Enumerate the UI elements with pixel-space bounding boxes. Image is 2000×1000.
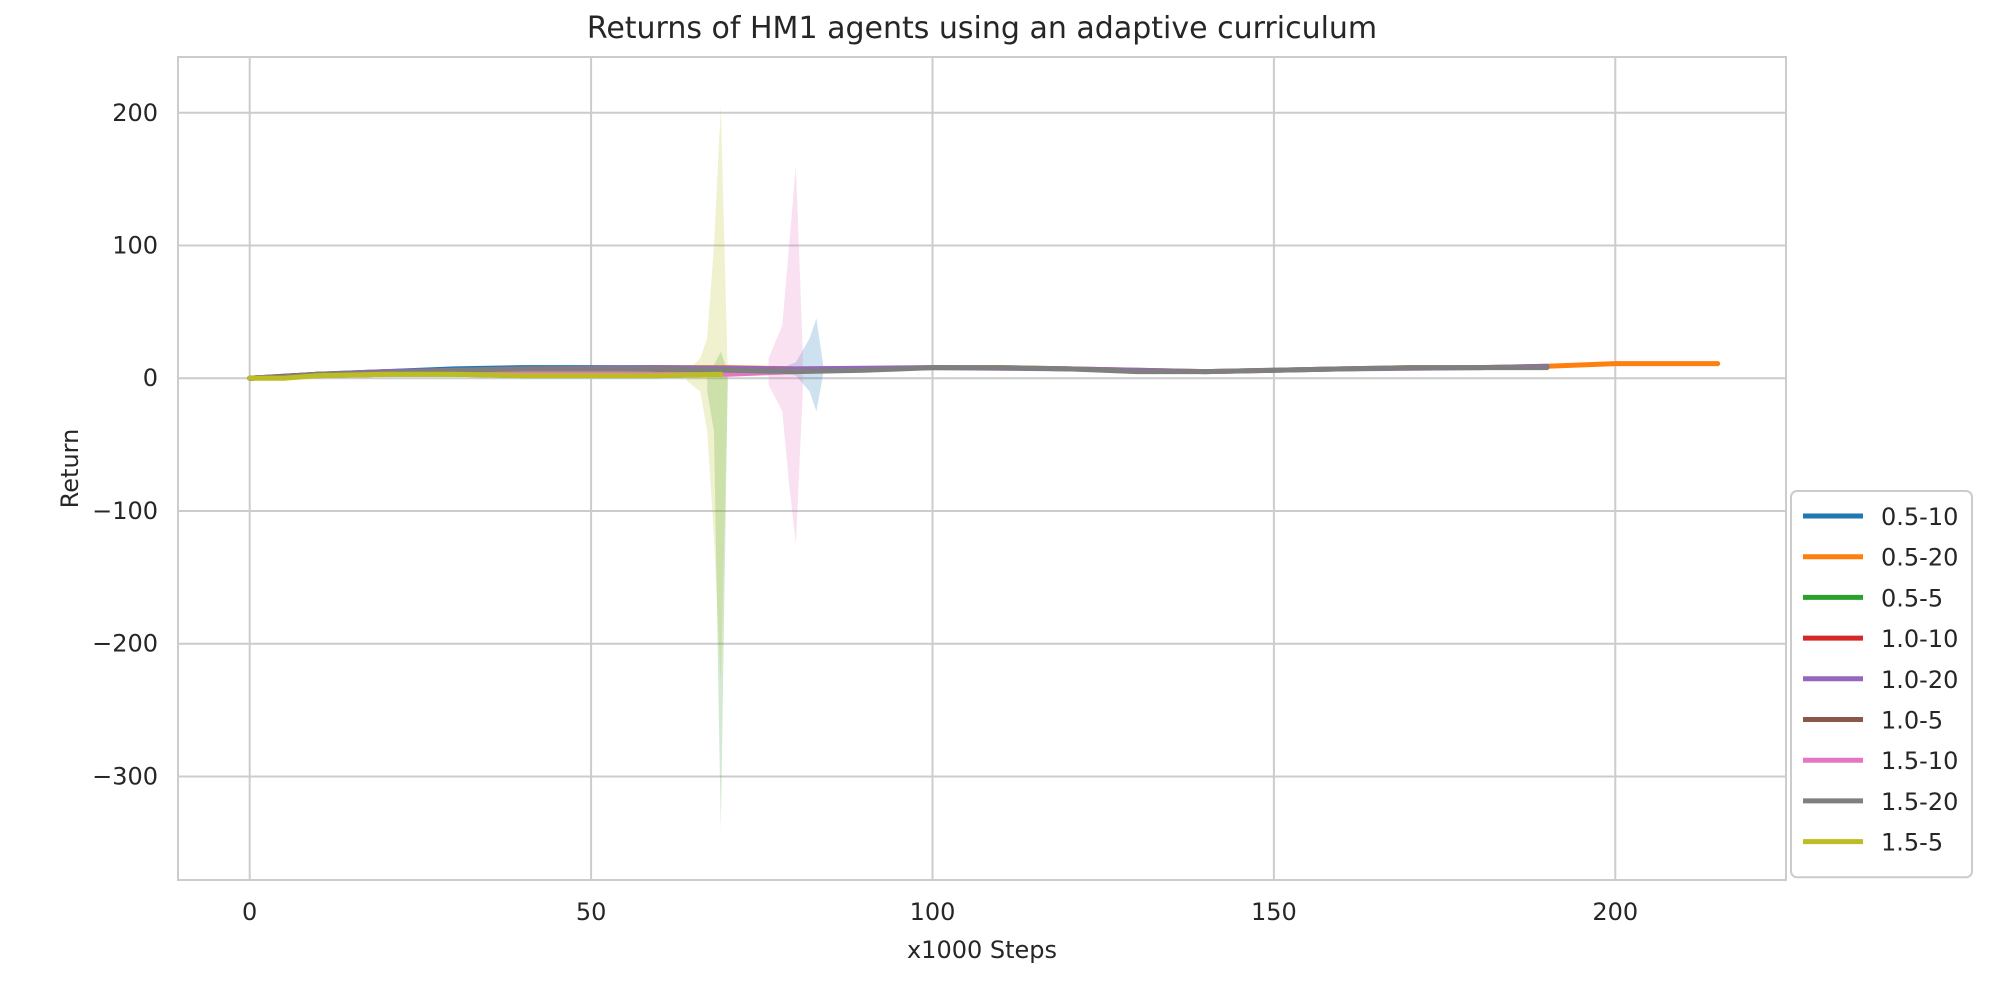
legend-label: 1.0-20 — [1881, 666, 1958, 694]
legend-label: 0.5-5 — [1881, 584, 1943, 612]
band-0.5-10 — [782, 318, 824, 412]
x-tick-label: 0 — [242, 898, 257, 926]
legend-label: 1.0-10 — [1881, 625, 1958, 653]
x-tick-label: 200 — [1592, 898, 1638, 926]
y-tick-label: −200 — [92, 630, 158, 658]
legend-label: 1.5-20 — [1881, 788, 1958, 816]
series-line-1.5-5 — [247, 371, 724, 381]
legend: 0.5-10 0.5-20 0.5-5 1.0-10 1.0-20 1.0-5 1.5-10… — [1790, 490, 1973, 879]
legend-box — [1790, 490, 1973, 879]
confidence-bands — [686, 106, 824, 830]
y-tick-label: −300 — [92, 762, 158, 790]
legend-label: 1.5-5 — [1881, 829, 1943, 857]
band-1.5-10 — [768, 165, 803, 545]
x-tick-label: 100 — [910, 898, 956, 926]
band-0.5-5 — [707, 351, 728, 830]
x-tick-label: 50 — [576, 898, 607, 926]
plot-frame — [177, 56, 1787, 881]
legend-label: 1.5-10 — [1881, 747, 1958, 775]
y-tick-label: 0 — [143, 364, 158, 392]
y-tick-label: −100 — [92, 497, 158, 525]
band-1.5-5 — [686, 106, 728, 684]
legend-label: 1.0-5 — [1881, 707, 1943, 735]
y-tick-label: 100 — [112, 231, 158, 259]
legend-label: 0.5-10 — [1881, 503, 1958, 531]
x-tick-label: 150 — [1251, 898, 1297, 926]
x-axis-label: x1000 Steps — [907, 936, 1057, 964]
y-axis-label: Return — [56, 429, 84, 509]
chart-title: Returns of HM1 agents using an adaptive … — [587, 11, 1377, 46]
y-tick-label: 200 — [112, 99, 158, 127]
legend-label: 0.5-20 — [1881, 544, 1958, 572]
grid — [178, 57, 1786, 880]
tick-labels: 0 50 100 150 200 −300 −200 −100 0 100 200 — [92, 99, 1638, 926]
series-lines — [247, 361, 1721, 381]
